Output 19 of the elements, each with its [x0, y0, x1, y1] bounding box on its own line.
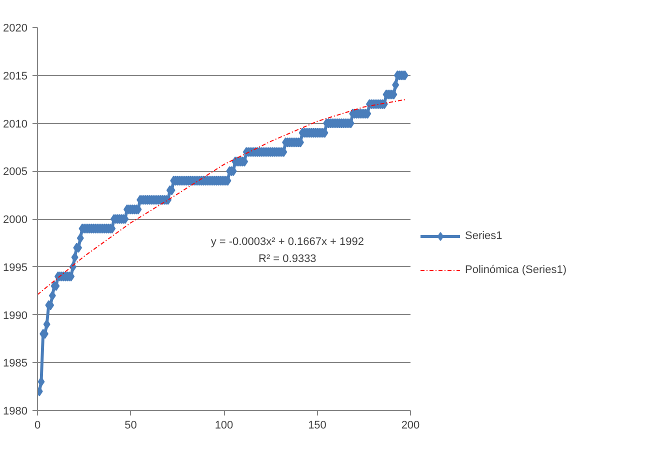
- annotation: R² = 0.9333: [258, 253, 316, 266]
- x-tick-label: 150: [308, 420, 326, 432]
- y-tick-label: 2020: [3, 22, 28, 34]
- y-tick-label: 1980: [3, 406, 28, 418]
- y-tick-label: 2000: [3, 214, 28, 226]
- annotation: y = -0.0003x² + 0.1667x + 1992: [210, 236, 364, 248]
- y-tick-label: 2005: [3, 166, 28, 178]
- y-tick-label: 1995: [3, 262, 28, 274]
- y-tick-label: 1990: [3, 310, 28, 322]
- x-tick-label: 50: [124, 420, 137, 432]
- y-tick-label: 2015: [3, 70, 28, 82]
- x-tick-label: 0: [34, 420, 41, 432]
- x-tick-label: 200: [401, 420, 420, 432]
- y-tick-label: 2010: [3, 118, 28, 130]
- x-tick-label: 100: [214, 420, 234, 432]
- legend-label: Polinómica (Series1): [465, 264, 566, 276]
- y-tick-label: 1985: [3, 358, 28, 370]
- line-series: [38, 98, 408, 296]
- legend-label: Series1: [465, 230, 502, 242]
